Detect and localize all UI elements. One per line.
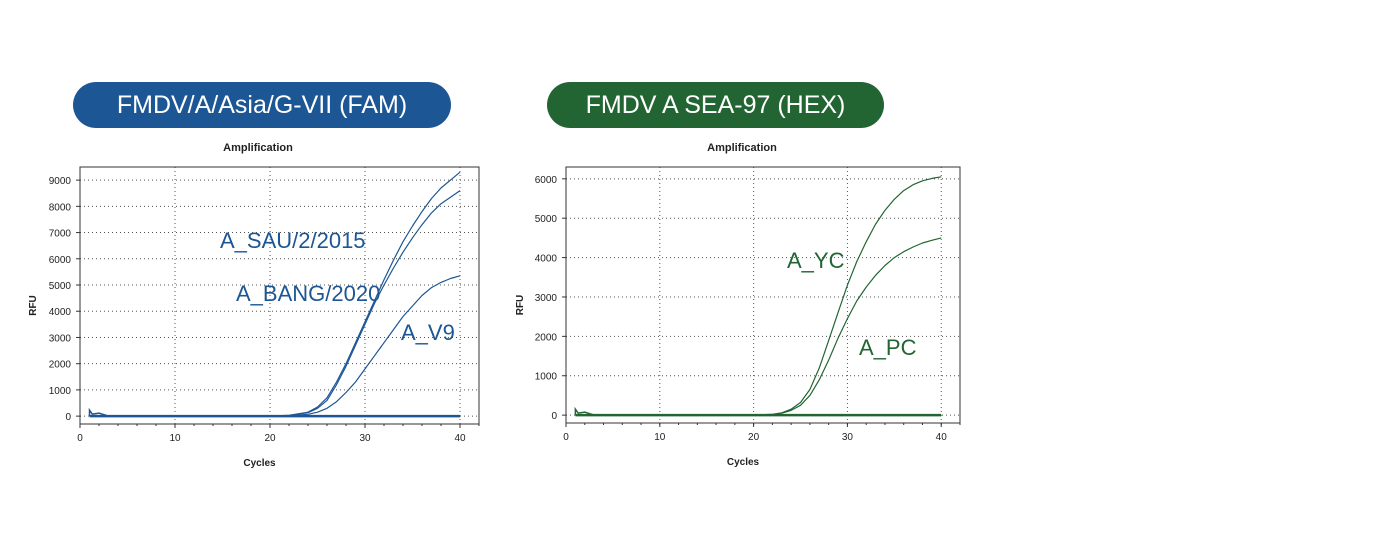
series-annotation-label: A_PC <box>859 335 917 360</box>
chart-2: Amplification 0 10 20 30 40 0 1000 2000 3000 4000 5… <box>515 142 961 468</box>
y-axis-label: RFU <box>515 295 526 316</box>
chart-title: Amplification <box>223 142 293 154</box>
y-tick-label: 2000 <box>535 332 558 343</box>
x-tick-label: 20 <box>748 432 760 443</box>
y-tick-label: 4000 <box>49 307 72 318</box>
y-tick-label: 5000 <box>49 281 72 292</box>
y-tick-label: 8000 <box>49 202 72 213</box>
y-tick-label: 1000 <box>535 372 558 383</box>
series-annotation-label: A_V9 <box>401 320 455 345</box>
series-line-a-yc <box>575 176 942 416</box>
y-tick-label: 6000 <box>49 255 72 266</box>
series-line-a-pc <box>575 237 942 416</box>
y-tick-label: 3000 <box>49 333 72 344</box>
series-annotation-label: A_YC <box>787 248 845 273</box>
x-tick-label: 30 <box>359 433 371 444</box>
plot-frame <box>79 166 480 425</box>
y-tick-label: 0 <box>551 411 557 422</box>
y-tick-label: 5000 <box>535 214 558 225</box>
x-tick-label: 10 <box>169 433 181 444</box>
x-tick-label: 10 <box>654 432 666 443</box>
fam-channel-badge: FMDV/A/Asia/G-VII (FAM) <box>73 82 451 128</box>
hex-channel-badge: FMDV A SEA-97 (HEX) <box>547 82 884 128</box>
x-tick-label: 40 <box>454 433 466 444</box>
y-tick-label: 3000 <box>535 293 558 304</box>
x-tick-label: 30 <box>842 432 854 443</box>
chart-title: Amplification <box>707 142 777 154</box>
chart-1: Amplification 0 10 20 30 40 0 1000 2000 3000 4000 5… <box>28 142 480 469</box>
y-tick-label: 0 <box>65 412 71 423</box>
x-tick-label: 0 <box>563 432 569 443</box>
y-tick-label: 9000 <box>49 176 72 187</box>
y-tick-label: 4000 <box>535 254 558 265</box>
y-axis-label: RFU <box>28 295 39 316</box>
early-noise-trace <box>88 407 109 417</box>
series-annotation-label: A_BANG/2020 <box>236 281 380 306</box>
x-axis-label: Cycles <box>243 458 276 469</box>
series-annotation-label: A_SAU/2/2015 <box>220 228 366 253</box>
y-tick-label: 7000 <box>49 229 72 240</box>
x-tick-label: 20 <box>264 433 276 444</box>
plot-frame <box>565 166 961 424</box>
x-axis-label: Cycles <box>727 457 760 468</box>
early-noise-trace <box>574 406 595 416</box>
x-tick-label: 40 <box>936 432 948 443</box>
y-tick-label: 2000 <box>49 360 72 371</box>
y-tick-label: 6000 <box>535 175 558 186</box>
x-tick-label: 0 <box>77 433 83 444</box>
y-tick-label: 1000 <box>49 386 72 397</box>
